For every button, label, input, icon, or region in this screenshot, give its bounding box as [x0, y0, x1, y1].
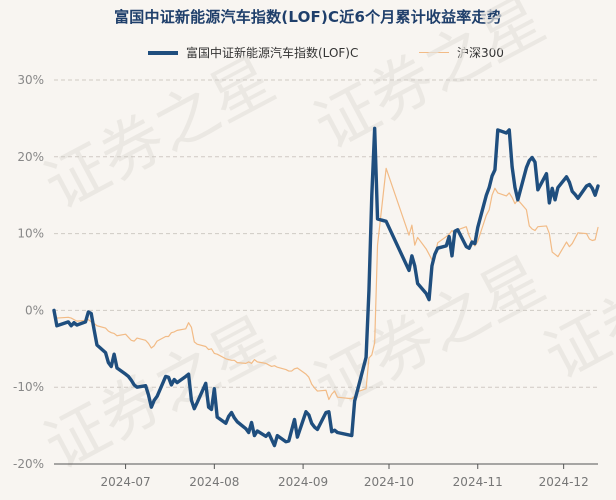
y-tick-label: 0% [25, 303, 44, 317]
watermark-text: 证券之星 [303, 0, 556, 163]
x-tick-label: 2024-09 [278, 475, 328, 489]
y-tick-label: -20% [13, 457, 44, 471]
x-tick-label: 2024-12 [539, 475, 589, 489]
legend-label-benchmark: 沪深300 [457, 46, 504, 60]
chart-title: 富国中证新能源汽车指数(LOF)C近6个月累计收益率走势 [114, 8, 502, 26]
y-tick-label: 20% [17, 150, 44, 164]
legend-item-fund[interactable]: 富国中证新能源汽车指数(LOF)C [148, 44, 358, 61]
watermark-text: 证券之星 [33, 42, 286, 223]
x-tick-label: 2024-10 [364, 475, 414, 489]
x-tick-label: 2024-08 [189, 475, 239, 489]
legend-item-benchmark[interactable]: 沪深300 [419, 44, 504, 61]
axes: -20% -10% 0% 10% 20% 30% 2024-07 2024-08 2024-09… [13, 73, 598, 489]
x-tick-label: 2024-07 [101, 475, 151, 489]
series-fund [52, 126, 600, 448]
legend-label-fund: 富国中证新能源汽车指数(LOF)C [186, 46, 359, 60]
fund-line [52, 126, 600, 448]
legend-swatch-benchmark [419, 51, 449, 54]
benchmark-line [53, 167, 599, 401]
legend: 富国中证新能源汽车指数(LOF)C 沪深300 [0, 44, 616, 64]
x-tick-label: 2024-11 [453, 475, 503, 489]
y-tick-label: -10% [13, 380, 44, 394]
watermark-text: 证券之星 [303, 242, 556, 423]
y-tick-label: 10% [17, 227, 44, 241]
y-tick-label: 30% [17, 73, 44, 87]
legend-swatch-fund [148, 50, 178, 55]
series-benchmark [53, 167, 599, 401]
